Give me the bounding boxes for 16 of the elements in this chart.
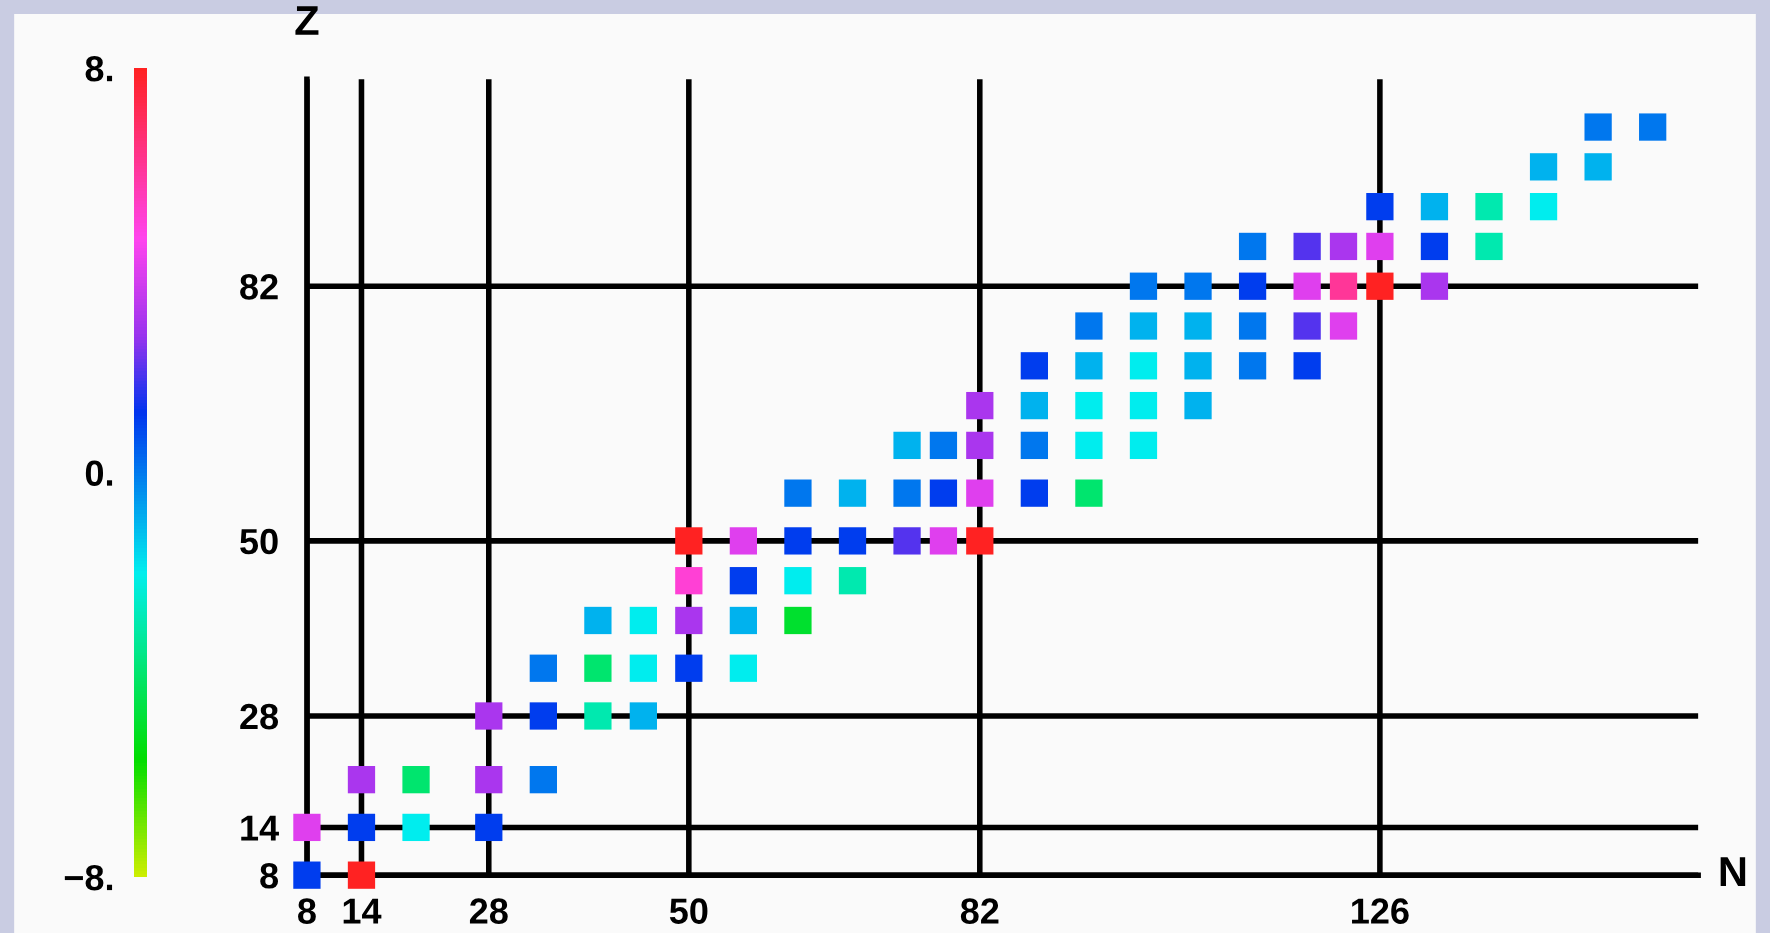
x-axis-title: N xyxy=(1720,857,1746,886)
x-tick-label: 126 xyxy=(1352,898,1409,924)
color-bar-label: 8. xyxy=(85,55,113,82)
y-tick-label: 50 xyxy=(240,528,278,555)
x-tick-label: 50 xyxy=(669,898,708,924)
color-bar-label: 0. xyxy=(85,460,113,486)
x-tick-label: 28 xyxy=(469,898,508,924)
y-tick-label: 28 xyxy=(240,703,279,730)
y-tick-label: 82 xyxy=(240,274,278,300)
color-bar-label: −8. xyxy=(64,864,113,891)
y-tick-label: 14 xyxy=(241,815,279,841)
y-axis-title: Z xyxy=(295,6,319,35)
y-tick-label: 8 xyxy=(260,863,279,889)
x-tick-label: 82 xyxy=(960,898,999,924)
x-tick-label: 14 xyxy=(343,898,382,924)
x-tick-label: 8 xyxy=(298,898,316,924)
